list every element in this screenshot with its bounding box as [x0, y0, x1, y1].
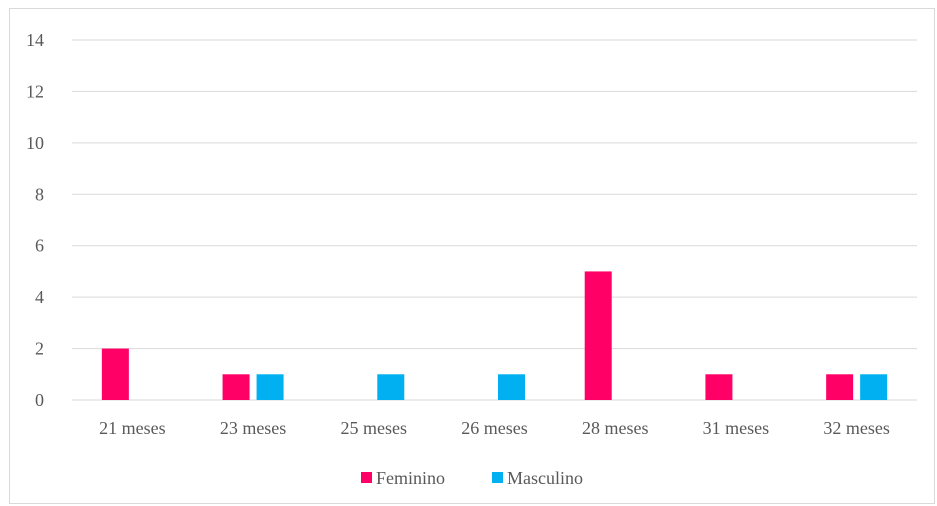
y-tick-label: 6 — [35, 236, 44, 256]
x-tick-label: 21 meses — [99, 418, 166, 438]
chart-frame — [9, 8, 935, 504]
y-tick-label: 8 — [35, 184, 44, 204]
x-tick-label: 23 meses — [220, 418, 287, 438]
legend-label-feminino: Feminino — [376, 468, 445, 488]
y-axis-tick-labels: 0 2 4 6 8 10 12 14 — [26, 30, 44, 410]
gridlines — [72, 39, 917, 401]
bar-masculino-23-meses — [256, 374, 284, 400]
legend-swatch-masculino — [492, 472, 503, 483]
bars — [101, 271, 888, 400]
legend: Feminino Masculino — [361, 468, 583, 488]
x-tick-label: 31 meses — [703, 418, 770, 438]
x-tick-label: 25 meses — [341, 418, 408, 438]
y-tick-label: 4 — [35, 287, 44, 307]
x-axis-tick-labels: 21 meses 23 meses 25 meses 26 meses 28 meses… — [99, 418, 890, 438]
bar-feminino-28-meses — [584, 271, 612, 400]
bar-feminino-23-meses — [222, 374, 250, 400]
bar-masculino-25-meses — [377, 374, 405, 400]
x-tick-label: 28 meses — [582, 418, 649, 438]
bar-feminino-32-meses — [826, 374, 854, 400]
bar-masculino-26-meses — [498, 374, 525, 400]
legend-label-masculino: Masculino — [507, 468, 583, 488]
x-tick-label: 32 meses — [823, 418, 890, 438]
legend-swatch-feminino — [361, 472, 372, 483]
y-tick-label: 12 — [26, 81, 44, 101]
x-tick-label: 26 meses — [461, 418, 528, 438]
bar-masculino-32-meses — [860, 374, 888, 400]
y-tick-label: 0 — [35, 390, 44, 410]
y-tick-label: 10 — [26, 133, 44, 153]
bar-feminino-21-meses — [101, 348, 129, 400]
bar-feminino-31-meses — [705, 374, 733, 400]
y-tick-label: 14 — [26, 30, 44, 50]
y-tick-label: 2 — [35, 339, 44, 359]
